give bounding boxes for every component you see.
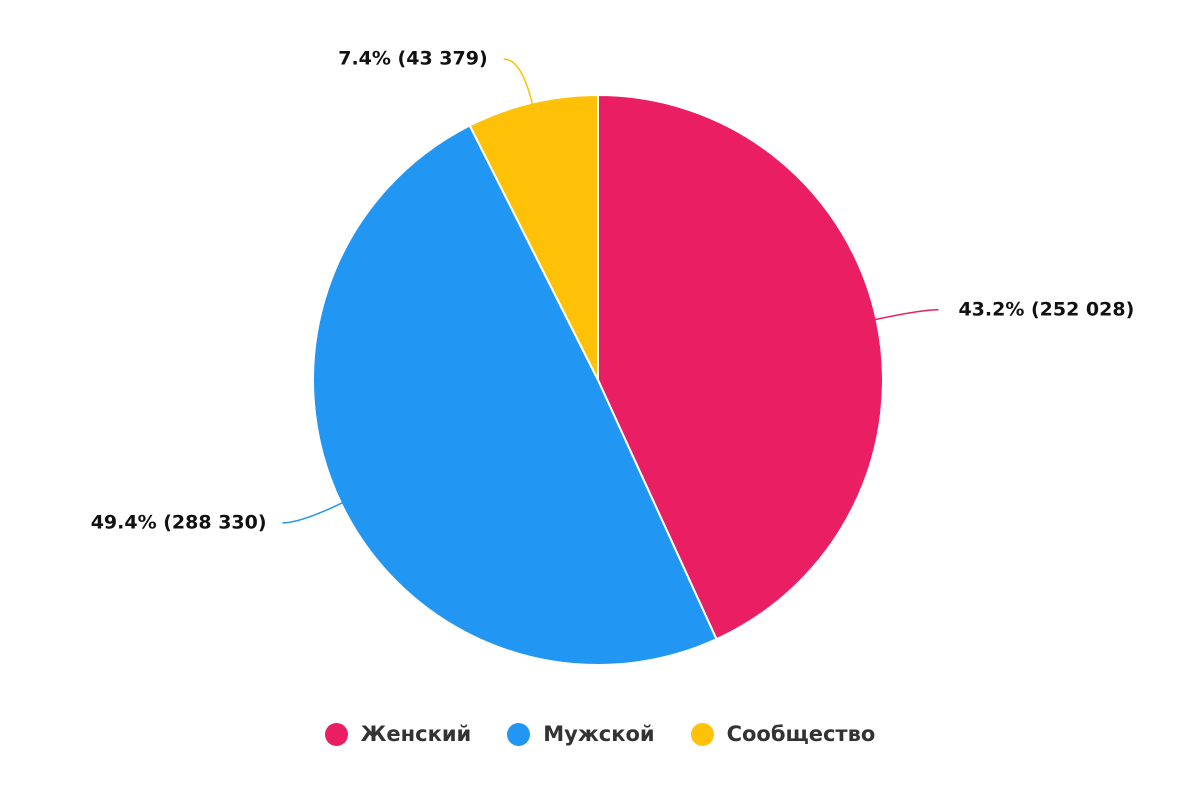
legend-marker xyxy=(507,722,531,746)
legend-label: Женский xyxy=(360,722,472,746)
leader-line xyxy=(874,309,939,321)
data-label: 43.2% (252 028) xyxy=(958,298,1134,320)
data-label: 7.4% (43 379) xyxy=(338,47,487,69)
legend: Женский Мужской Сообщество xyxy=(0,722,1200,746)
legend-item[interactable]: Мужской xyxy=(507,722,655,746)
legend-label: Мужской xyxy=(543,722,655,746)
legend-marker xyxy=(690,722,714,746)
legend-item[interactable]: Женский xyxy=(324,722,472,746)
chart: 43.2% (252 028) 49.4% (288 330) 7.4% (43 3… xyxy=(91,47,1134,666)
leader-line xyxy=(503,58,534,105)
legend-label: Сообщество xyxy=(726,722,876,746)
legend-marker xyxy=(324,722,348,746)
data-label: 49.4% (288 330) xyxy=(91,511,267,533)
leader-line xyxy=(282,501,344,524)
legend-item[interactable]: Сообщество xyxy=(690,722,876,746)
